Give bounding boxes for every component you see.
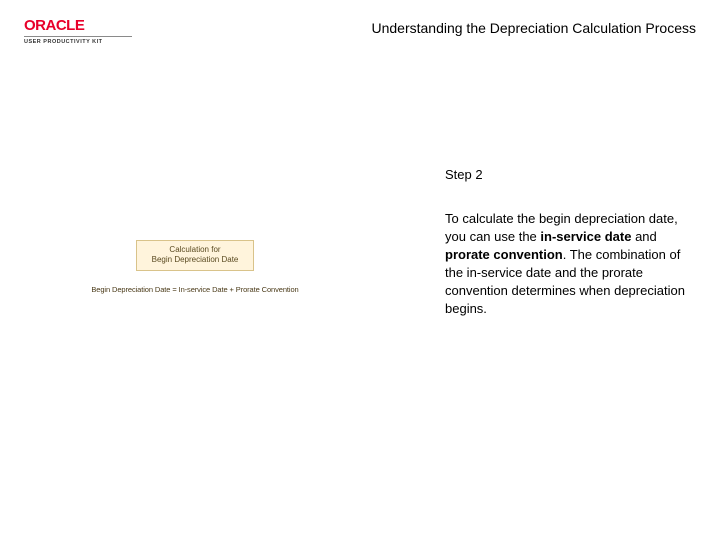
bold-inservice: in-service date <box>540 229 631 244</box>
calculation-box: Calculation for Begin Depreciation Date <box>136 240 254 271</box>
oracle-logo: ORACLE <box>24 18 84 33</box>
bold-prorate: prorate convention <box>445 247 563 262</box>
calc-box-line1: Calculation for <box>143 245 247 255</box>
page-title: Understanding the Depreciation Calculati… <box>371 18 696 36</box>
step-content: Step 2 To calculate the begin depreciati… <box>445 167 685 318</box>
text-mid: and <box>631 229 656 244</box>
main-content: Calculation for Begin Depreciation Date … <box>0 45 720 505</box>
step-label: Step 2 <box>445 167 685 182</box>
logo-block: ORACLE USER PRODUCTIVITY KIT <box>24 18 132 45</box>
logo-divider <box>24 36 132 37</box>
header: ORACLE USER PRODUCTIVITY KIT Understandi… <box>0 0 720 45</box>
step-body-text: To calculate the begin depreciation date… <box>445 210 685 318</box>
calculation-illustration: Calculation for Begin Depreciation Date … <box>70 240 320 294</box>
calculation-equation: Begin Depreciation Date = In-service Dat… <box>70 285 320 294</box>
calc-box-line2: Begin Depreciation Date <box>143 255 247 265</box>
